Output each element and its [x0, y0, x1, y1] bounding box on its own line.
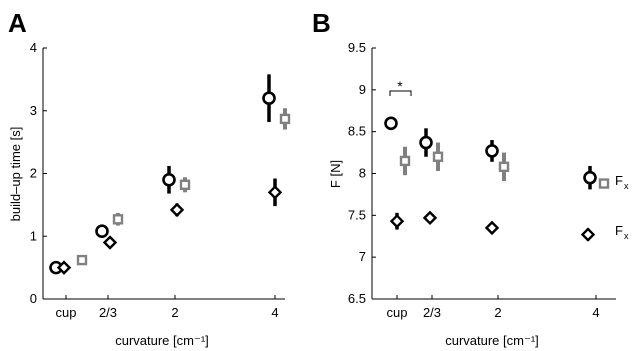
panel-b-marks: [384, 116, 610, 242]
panel-b-x-tick-label: cup: [387, 305, 408, 320]
panel-b-x-tick-label: 4: [592, 305, 599, 320]
legend-label-subscript: x: [624, 231, 629, 241]
panel-b-circle-point: [485, 144, 499, 158]
significance-asterisk: *: [397, 78, 403, 94]
panel-b-diamond-point: [422, 210, 438, 226]
panel-b-square-point: [399, 155, 411, 167]
panel-a-circle-point: [95, 224, 109, 239]
legend-label: F: [615, 173, 623, 188]
panel-a-y-tick-label: 2: [30, 166, 37, 181]
panel-a-square-point: [112, 214, 124, 225]
panel-a-circle-point: [262, 91, 276, 105]
panel-a-x-tick-label: cup: [56, 305, 77, 320]
legend-label: F: [615, 223, 623, 238]
panel-a-x-tick-label: 2/3: [99, 305, 117, 320]
panel-b-x-tick-label: 2/3: [423, 305, 441, 320]
panel-b-y-tick-label: 9: [359, 82, 366, 97]
panel-b-y-tick-label: 6.5: [348, 291, 366, 306]
panel-a-y-tick-label: 0: [30, 291, 37, 306]
panel-b-diamond-point: [580, 227, 596, 242]
panel-a-square-point: [279, 113, 291, 125]
panel-b-x-axis-label: curvature [cm⁻¹]: [445, 333, 539, 348]
panel-b-letter: B: [312, 8, 331, 38]
panel-b-y-axis-label: F [N]: [328, 160, 343, 188]
panel-a-y-tick-label: 1: [30, 228, 37, 243]
panel-b-circle-point: [583, 170, 597, 185]
panel-a-diamond-point: [267, 185, 283, 200]
panel-a-x-ticks: cup 2/3 2 4: [56, 295, 279, 320]
panel-b-y-tick-label: 9.5: [348, 40, 366, 55]
panel-a-x-axis-label: curvature [cm⁻¹]: [115, 333, 209, 348]
panel-b-y-ticks: 6.5 7 7.5 8 8.5 9 9.5: [348, 40, 376, 306]
panel-b-y-tick-label: 7: [359, 249, 366, 264]
panel-a-diamond-point: [169, 202, 185, 218]
panel-a-square-point: [179, 179, 191, 190]
panel-a-marks: [49, 74, 291, 275]
panel-b-square-point: [432, 151, 444, 162]
panel-b-diamond-point: [389, 213, 405, 229]
panel-b-square-point: [498, 161, 510, 173]
panel-a-x-tick-label: 2: [171, 305, 178, 320]
panel-a-letter: A: [8, 8, 27, 38]
panel-b-y-tick-label: 8.5: [348, 124, 366, 139]
panel-a-y-tick-label: 4: [30, 40, 37, 55]
panel-b-x-ticks: cup 2/3 2 4: [387, 295, 600, 320]
panel-a-square-point: [76, 254, 88, 266]
panel-a-diamond-point: [102, 235, 118, 250]
panel-b-circle-point: [384, 116, 398, 131]
legend-label-subscript: x: [624, 181, 629, 191]
panel-b-y-tick-label: 7.5: [348, 207, 366, 222]
panel-a-y-axis-label: build–up time [s]: [8, 127, 23, 222]
significance-bracket: [389, 90, 412, 96]
panel-a-circle-point: [162, 172, 176, 187]
panel-b-y-tick-label: 8: [359, 166, 366, 181]
panel-b-square-point: [598, 178, 610, 189]
panel-b-x-tick-label: 2: [494, 305, 501, 320]
panel-a-y-ticks: 0 1 2 3 4: [30, 40, 47, 306]
panel-a-diamond-point: [56, 260, 72, 275]
panel-a: A 0 1 2 3 4 cup 2/3 2 4 curvature [cm⁻¹] build–…: [8, 8, 291, 348]
panel-b-diamond-point: [484, 220, 500, 236]
panel-b-circle-point: [419, 135, 433, 150]
panel-a-y-tick-label: 3: [30, 103, 37, 118]
panel-a-x-tick-label: 4: [271, 305, 278, 320]
